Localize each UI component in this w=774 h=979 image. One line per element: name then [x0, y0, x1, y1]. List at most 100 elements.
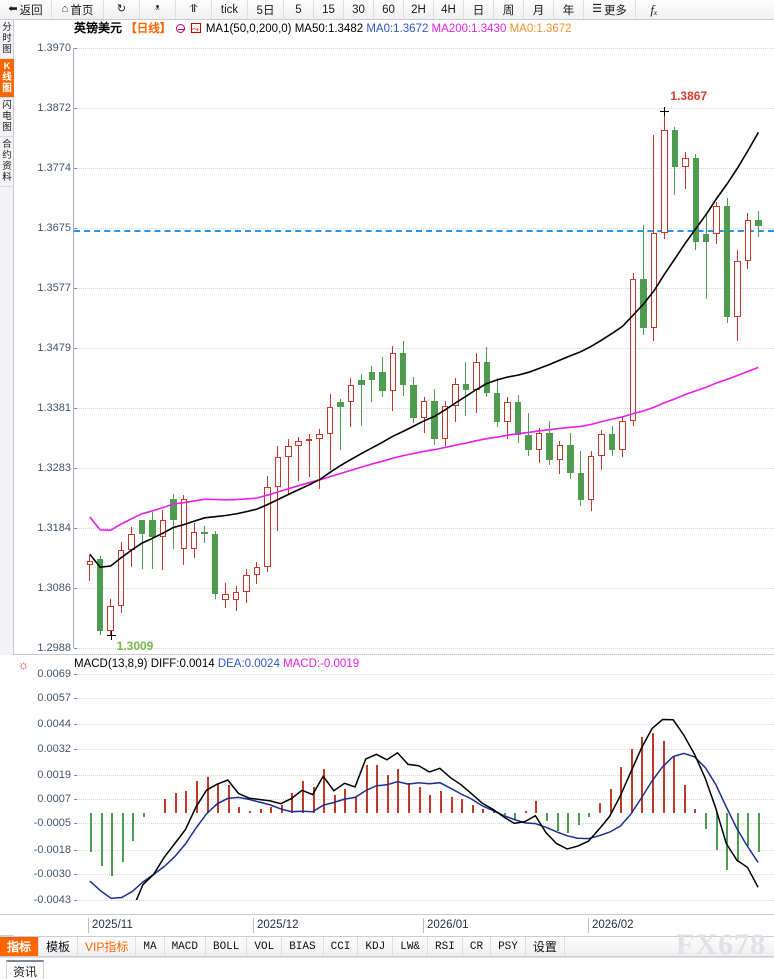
indbar-lwr[interactable]: LW&: [393, 937, 429, 956]
candle-body: [431, 401, 438, 440]
macd-gridline: [74, 873, 774, 875]
macd-axis-tick: [74, 724, 77, 726]
macd-gridline: [74, 823, 774, 825]
price-chart-panel[interactable]: 英镑美元 【日线】 MA1(50,0,200,0) MA50:1.3482 MA…: [14, 20, 774, 655]
back-arrow-icon: ⬅: [8, 3, 18, 15]
price-plot-area[interactable]: 1.3970 1.3872 1.3774 1.3675 1.3577 1.3479 1.33…: [37, 43, 774, 654]
candle-body: [598, 434, 605, 457]
candle-body: [305, 439, 313, 442]
toolbar-5day[interactable]: 5日: [248, 0, 284, 19]
indbar-indicators[interactable]: 指标: [0, 937, 40, 956]
indbar-templates[interactable]: 模板: [39, 937, 79, 956]
sidebar-item-intraday[interactable]: 分时图: [0, 20, 14, 59]
sidebar-item-contract-info[interactable]: 合约资料: [0, 137, 14, 187]
candle-wick: [298, 436, 300, 481]
toolbar-m30[interactable]: 30: [344, 0, 374, 19]
indbar-settings[interactable]: 设置: [526, 937, 565, 956]
macd-axis-label: 0.0044: [37, 718, 71, 731]
macd-histogram-bar: [142, 813, 145, 818]
indbar-vol[interactable]: VOL: [247, 937, 283, 956]
macd-panel[interactable]: ☼ MACD(13,8,9) DIFF:0.0014 DEA:0.0024 MA…: [14, 656, 774, 914]
toolbar-tick[interactable]: tick: [212, 0, 248, 19]
candle-body: [723, 205, 731, 317]
macd-histogram-bar: [535, 801, 538, 814]
price-axis-label: 1.3872: [37, 101, 71, 114]
indbar-kdj[interactable]: KDJ: [358, 937, 394, 956]
macd-histogram-bar: [333, 795, 336, 814]
indbar-rsi[interactable]: RSI: [428, 937, 463, 956]
indbar-bias[interactable]: BIAS: [282, 937, 324, 956]
toolbar-back[interactable]: ⬅ 返回: [0, 0, 52, 19]
toolbar-year[interactable]: 年: [554, 0, 584, 19]
toolbar-m15[interactable]: 15: [314, 0, 344, 19]
macd-histogram-bar: [132, 813, 135, 842]
toolbar-m60-label: 60: [382, 3, 395, 16]
toolbar-m5[interactable]: 5: [284, 0, 314, 19]
toolbar-more[interactable]: ☰ 更多: [584, 0, 636, 19]
indbar-cr[interactable]: CR: [463, 937, 492, 956]
bar-chart-icon: ᵜ: [155, 3, 160, 15]
indbar-macd[interactable]: MACD: [165, 937, 206, 956]
toolbar-h4[interactable]: 4H: [434, 0, 464, 19]
toolbar-h2[interactable]: 2H: [404, 0, 434, 19]
candle-body: [650, 232, 658, 328]
macd-histogram-bar: [185, 791, 188, 814]
minus-circle-icon[interactable]: [176, 24, 186, 33]
candle-body: [264, 486, 271, 568]
candle-body: [556, 445, 564, 460]
candle-body: [107, 606, 114, 631]
indbar-vip-indicators[interactable]: VIP指标: [78, 937, 137, 956]
toolbar-week[interactable]: 周: [494, 0, 524, 19]
indicator-toggle-icon[interactable]: [190, 23, 201, 33]
price-axis-tick: [74, 107, 77, 109]
toolbar-home[interactable]: ⌂ 首页: [52, 0, 104, 19]
low-price-label: 1.3009: [116, 639, 154, 654]
candle-wick: [277, 446, 279, 531]
footer-tab-news[interactable]: 资讯: [6, 960, 45, 979]
candle-body: [368, 371, 376, 381]
macd-histogram-bar: [673, 756, 676, 814]
toolbar-m60[interactable]: 60: [374, 0, 404, 19]
ma50-line: [89, 132, 760, 569]
macd-histogram-bar: [355, 797, 358, 814]
price-axis-label: 1.3086: [37, 582, 71, 595]
indbar-vol-label: VOL: [254, 940, 275, 953]
toolbar-barchart[interactable]: ᵜ: [140, 0, 176, 19]
candle-wick: [371, 365, 373, 403]
settings-sun-icon[interactable]: ☼: [17, 657, 30, 672]
candle-body: [191, 531, 198, 549]
macd-histogram-bar: [238, 807, 241, 814]
macd-histogram-bar: [683, 784, 686, 814]
macd-histogram-bar: [630, 748, 633, 814]
candle-body: [629, 278, 637, 421]
macd-axis-tick: [74, 698, 77, 700]
sidebar-item-kline[interactable]: K线图: [0, 59, 14, 98]
sidebar-item-lightning[interactable]: 闪电图: [0, 98, 14, 137]
ma-overlay-group: [89, 132, 760, 569]
macd-diff-line: [135, 718, 759, 900]
macd-axis-label: 0.0032: [37, 742, 71, 755]
toolbar-month[interactable]: 月: [524, 0, 554, 19]
toolbar-day-label: 日: [472, 4, 485, 17]
indbar-psy[interactable]: PSY: [491, 937, 526, 956]
toolbar-refresh[interactable]: ↻: [104, 0, 140, 19]
indbar-cci[interactable]: CCI: [324, 937, 359, 956]
indbar-boll[interactable]: BOLL: [206, 937, 248, 956]
price-axis-label: 1.3184: [37, 522, 71, 535]
macd-histogram-bar: [386, 774, 389, 814]
toolbar-day[interactable]: 日: [464, 0, 494, 19]
macd-plot-area[interactable]: 0.0069 0.0057 0.0044 0.0032 0.0019 0.0007 -0.0…: [34, 669, 774, 906]
price-axis-label: 1.3774: [37, 161, 71, 174]
candle-wick: [172, 494, 174, 549]
toolbar-m5-label: 5: [295, 3, 302, 16]
macd-axis-tick: [74, 748, 77, 750]
macd-histogram-bar: [89, 813, 92, 852]
toolbar-function[interactable]: fₓ: [636, 0, 672, 19]
indbar-ma[interactable]: MA: [136, 937, 165, 956]
macd-histogram-bar: [471, 805, 474, 814]
toolbar-candles[interactable]: ⥣: [176, 0, 212, 19]
macd-histogram-bar: [429, 795, 432, 814]
macd-histogram-bar: [461, 799, 464, 814]
ma50-value: MA50:1.3482: [294, 23, 364, 35]
high-price-label: 1.3867: [670, 88, 708, 103]
